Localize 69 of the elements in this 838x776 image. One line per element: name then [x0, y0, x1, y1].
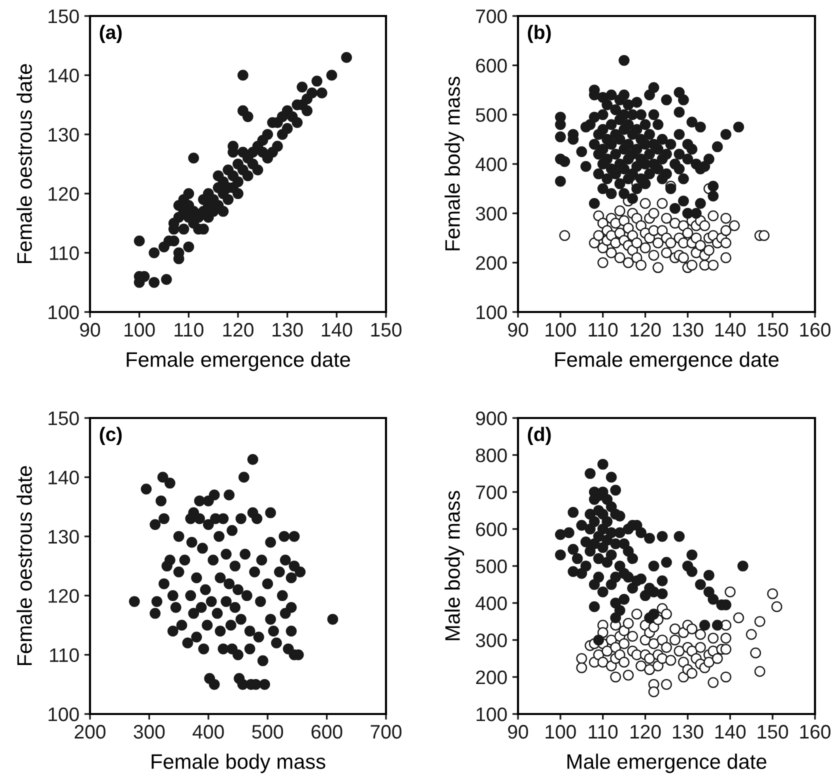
- x-tick-label: 110: [174, 322, 204, 337]
- y-tick-label: 100: [476, 305, 507, 320]
- annotation: (a): [100, 24, 122, 44]
- y-tick-label: 400: [476, 157, 507, 172]
- y-tick-label: 800: [476, 448, 507, 462]
- x-tick-label: 700: [370, 724, 402, 739]
- x-tick-label: 200: [74, 724, 106, 739]
- annotation: (b): [528, 24, 551, 44]
- y-tick-label: 120: [48, 589, 79, 603]
- y-axis-title: Male body mass: [444, 490, 464, 640]
- x-tick-label: 600: [312, 724, 342, 739]
- x-tick-label: 400: [192, 724, 224, 739]
- y-tick-label: 100: [48, 305, 79, 320]
- x-tick-label: 150: [758, 322, 788, 337]
- y-tick-label: 140: [48, 470, 79, 484]
- y-tick-label: 600: [476, 522, 507, 536]
- x-tick-label: 100: [546, 322, 576, 337]
- y-tick-label: 900: [476, 411, 507, 426]
- x-tick-label: 110: [588, 322, 618, 337]
- y-tick-label: 120: [48, 187, 79, 201]
- y-tick-label: 150: [48, 411, 79, 426]
- x-tick-label: 150: [371, 322, 402, 337]
- x-tick-label: 140: [322, 322, 352, 337]
- x-tick-label: 300: [134, 724, 165, 739]
- x-axis-title: Female emergence date: [126, 352, 350, 372]
- x-tick-label: 130: [672, 724, 704, 739]
- x-axis-title: Female body mass: [152, 754, 326, 774]
- y-tick-label: 130: [48, 128, 79, 142]
- x-axis-title: Female emergence date: [555, 352, 778, 372]
- x-tick-label: 140: [715, 322, 746, 337]
- y-tick-label: 110: [50, 648, 79, 662]
- y-tick-label: 500: [476, 108, 507, 122]
- x-tick-label: 120: [223, 322, 254, 337]
- y-tick-label: 700: [476, 9, 507, 24]
- x-tick-label: 140: [715, 724, 746, 739]
- x-tick-label: 500: [252, 724, 284, 739]
- x-tick-label: 160: [800, 322, 830, 337]
- annotation: (d): [528, 426, 551, 446]
- x-axis-title: Male emergence date: [567, 754, 766, 774]
- x-tick-label: 100: [124, 322, 155, 337]
- x-tick-label: 150: [758, 724, 788, 739]
- x-tick-label: 90: [80, 322, 100, 337]
- x-tick-label: 90: [508, 322, 528, 337]
- x-tick-label: 130: [272, 322, 303, 337]
- x-tick-label: 90: [508, 724, 528, 739]
- y-tick-label: 200: [476, 256, 507, 270]
- y-axis-title: Female oestrous date: [16, 64, 32, 264]
- y-tick-label: 400: [476, 596, 507, 610]
- x-tick-label: 130: [672, 322, 704, 337]
- y-tick-label: 150: [48, 9, 79, 24]
- y-axis-title: Female body mass: [444, 76, 464, 250]
- x-tick-label: 110: [588, 724, 618, 739]
- y-tick-label: 200: [476, 670, 507, 684]
- y-tick-label: 300: [476, 206, 507, 221]
- y-tick-label: 110: [50, 246, 79, 260]
- y-tick-label: 300: [476, 633, 507, 648]
- y-axis-title: Female oestrous date: [16, 466, 32, 666]
- x-tick-label: 100: [546, 724, 576, 739]
- y-tick-label: 500: [476, 559, 507, 574]
- x-tick-label: 120: [630, 322, 661, 337]
- y-tick-label: 100: [476, 707, 507, 722]
- annotation: (c): [100, 426, 122, 446]
- y-tick-label: 140: [48, 68, 79, 82]
- x-tick-label: 120: [630, 724, 661, 739]
- y-tick-label: 130: [48, 530, 79, 544]
- y-tick-label: 700: [476, 485, 507, 500]
- x-tick-label: 160: [800, 724, 830, 739]
- y-tick-label: 100: [48, 707, 79, 722]
- y-tick-label: 600: [476, 58, 507, 73]
